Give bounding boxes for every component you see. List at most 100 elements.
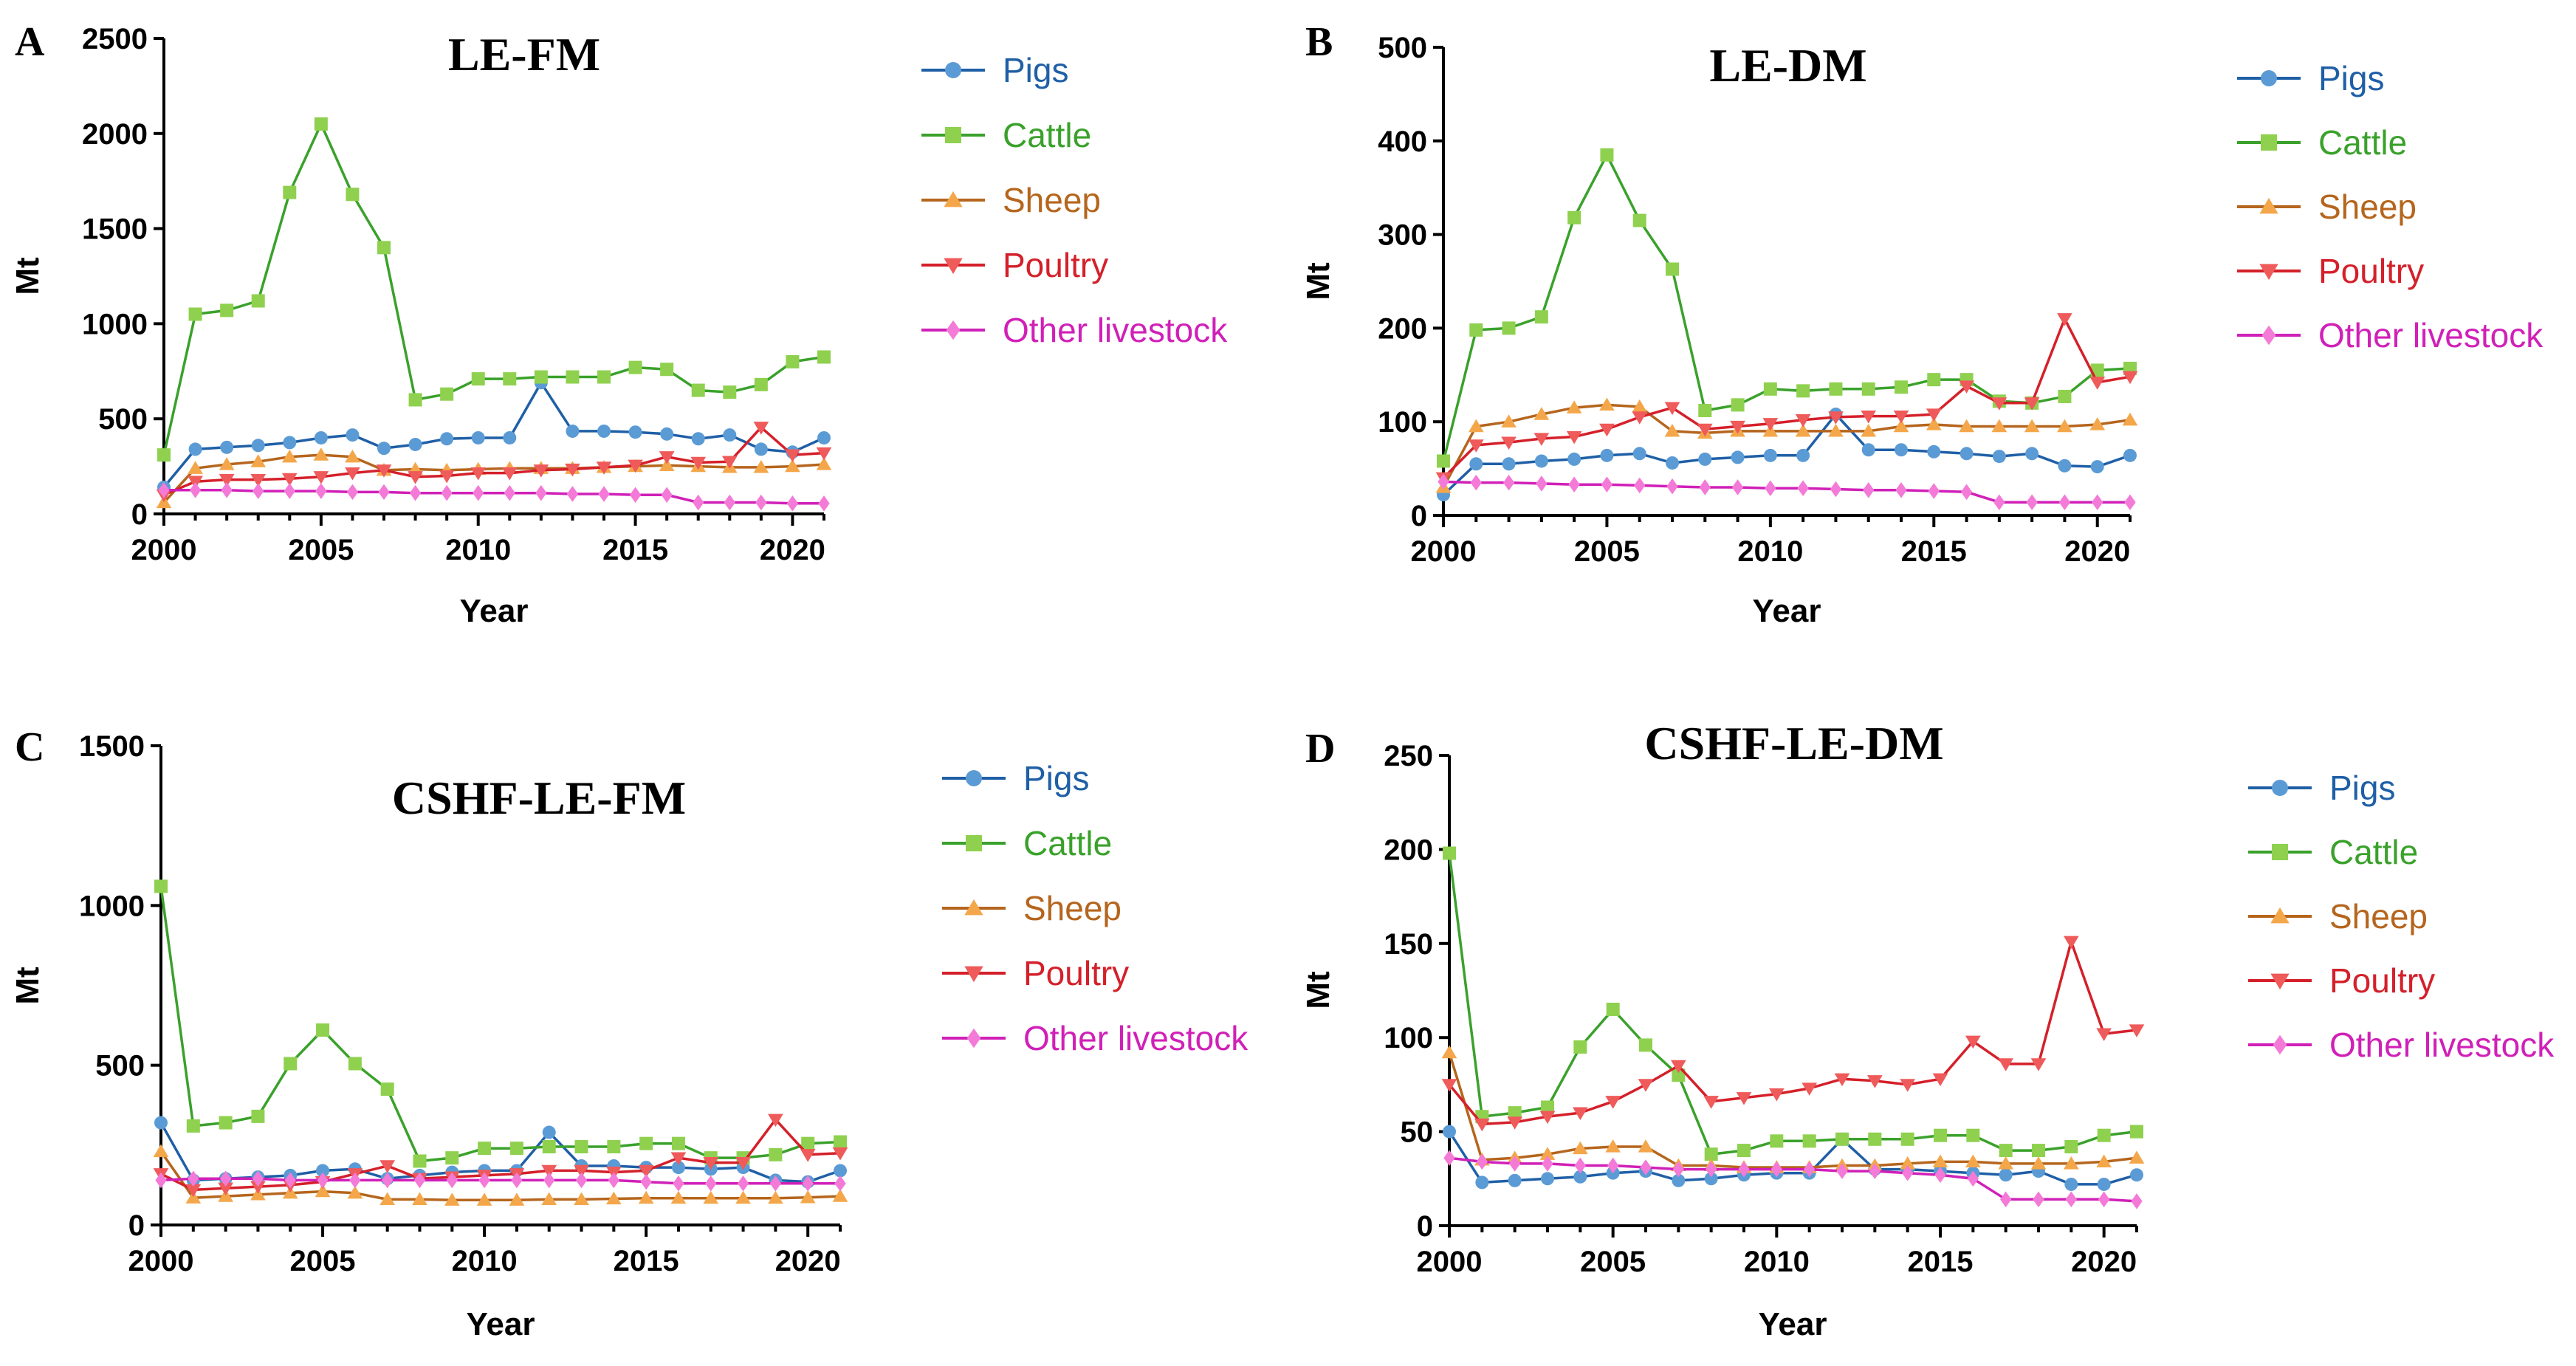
legend-label-cattle: Cattle	[1023, 824, 1112, 862]
series-other-livestock	[1443, 1150, 2143, 1209]
data-point-other-livestock	[575, 1172, 588, 1189]
y-tick-label: 150	[1384, 928, 1433, 961]
x-tick-label: 2020	[760, 534, 825, 566]
data-point-poultry	[1736, 1092, 1752, 1105]
legend-marker-sheep	[944, 191, 963, 207]
data-point-cattle	[445, 1151, 459, 1165]
legend-marker-sheep	[964, 899, 983, 916]
data-point-cattle	[314, 117, 328, 131]
data-point-pigs	[1600, 448, 1614, 462]
data-point-sheep	[188, 461, 203, 474]
data-point-other-livestock	[155, 1172, 167, 1189]
data-point-cattle	[1900, 1132, 1914, 1146]
data-point-poultry	[2129, 1024, 2145, 1037]
x-tick-label: 2005	[1574, 535, 1640, 568]
series-line-other-livestock	[164, 489, 824, 505]
legend-label-sheep: Sheep	[1023, 889, 1122, 927]
data-point-other-livestock	[1928, 483, 1940, 499]
x-tick-label: 2020	[775, 1245, 841, 1277]
data-point-sheep	[219, 457, 235, 470]
data-point-pigs	[314, 430, 328, 445]
data-point-sheep	[1991, 419, 2007, 433]
y-tick-label: 200	[1384, 834, 1433, 866]
data-point-cattle	[1966, 1128, 1980, 1142]
data-point-cattle	[691, 383, 705, 397]
data-point-sheep	[1893, 419, 1909, 433]
series-line-poultry	[160, 1118, 841, 1192]
legend-label-cattle: Cattle	[2318, 123, 2407, 162]
series-line-sheep	[162, 453, 825, 504]
x-tick-label: 2000	[1417, 1246, 1483, 1278]
data-point-poultry	[250, 473, 267, 487]
y-tick-label: 0	[1411, 500, 1427, 532]
data-point-cattle	[1868, 1132, 1882, 1146]
data-point-pigs	[1763, 448, 1777, 462]
chart-panel-d: D CSHF-LE-DM 0 50 100 150 200 250 2000 2005 2010 20…	[1300, 717, 2555, 1342]
data-point-poultry	[1638, 1079, 1654, 1092]
data-point-other-livestock	[724, 494, 735, 511]
data-point-other-livestock	[1706, 1161, 1717, 1178]
series-sheep	[153, 1144, 848, 1206]
x-tick-label: 2020	[2064, 535, 2130, 568]
data-point-cattle	[377, 241, 391, 255]
data-point-poultry	[785, 449, 800, 463]
y-axis-label: Mt	[1300, 262, 1336, 301]
data-point-other-livestock	[473, 484, 484, 501]
data-point-pigs	[566, 424, 580, 438]
series-line-other-livestock	[160, 1177, 840, 1185]
data-point-other-livestock	[786, 495, 799, 512]
data-point-cattle	[471, 372, 485, 386]
y-tick-label: 2500	[82, 23, 148, 55]
data-point-poultry	[659, 451, 675, 464]
data-point-poultry	[721, 456, 738, 470]
data-point-cattle	[1666, 262, 1679, 276]
data-point-poultry	[408, 471, 423, 484]
y-tick-label: 50	[1401, 1116, 1434, 1149]
legend-marker-cattle	[2261, 134, 2277, 151]
data-point-sheep	[1959, 419, 1974, 433]
data-point-other-livestock	[818, 495, 830, 512]
data-point-pigs	[1861, 443, 1875, 457]
y-tick-label: 0	[1417, 1210, 1433, 1243]
data-point-other-livestock	[755, 494, 767, 511]
data-point-pigs	[1567, 452, 1581, 466]
legend-marker-poultry	[944, 258, 963, 275]
data-point-pigs	[1508, 1173, 1522, 1187]
y-axis-label: Mt	[10, 257, 46, 295]
data-point-other-livestock	[2058, 494, 2071, 511]
data-point-poultry	[703, 1156, 719, 1170]
y-tick-label: 1000	[82, 308, 148, 340]
data-point-other-livestock	[1443, 1150, 1455, 1167]
data-point-pigs	[1672, 1173, 1686, 1187]
data-point-cattle	[440, 387, 454, 401]
data-point-poultry	[2096, 1028, 2112, 1042]
data-point-other-livestock	[2124, 494, 2136, 511]
data-point-cattle	[408, 393, 422, 407]
data-point-poultry	[1507, 1116, 1523, 1130]
data-point-other-livestock	[1640, 1159, 1652, 1175]
data-point-cattle	[801, 1136, 815, 1150]
legend-item-cattle: Cattle	[2237, 123, 2407, 162]
data-point-pigs	[1704, 1172, 1718, 1186]
data-point-poultry	[2057, 313, 2072, 326]
data-point-other-livestock	[834, 1175, 846, 1192]
data-point-other-livestock	[441, 484, 453, 501]
data-point-other-livestock	[661, 487, 673, 504]
data-point-pigs	[316, 1164, 330, 1178]
data-point-sheep	[659, 458, 675, 471]
data-point-sheep	[2129, 1150, 2145, 1164]
data-point-pigs	[723, 428, 737, 442]
data-point-pigs	[817, 430, 831, 445]
data-point-cattle	[316, 1023, 330, 1037]
data-point-sheep	[1900, 1156, 1916, 1170]
series-line-pigs	[159, 1122, 841, 1184]
data-point-poultry	[1795, 414, 1811, 428]
data-point-other-livestock	[1765, 480, 1776, 497]
data-point-poultry	[219, 473, 235, 487]
data-point-poultry	[800, 1149, 816, 1162]
data-point-sheep	[541, 1192, 557, 1206]
data-point-sheep	[816, 457, 832, 470]
data-point-sheep	[281, 449, 298, 463]
legend-item-sheep: Sheep	[921, 181, 1101, 219]
data-point-sheep	[379, 1192, 396, 1206]
